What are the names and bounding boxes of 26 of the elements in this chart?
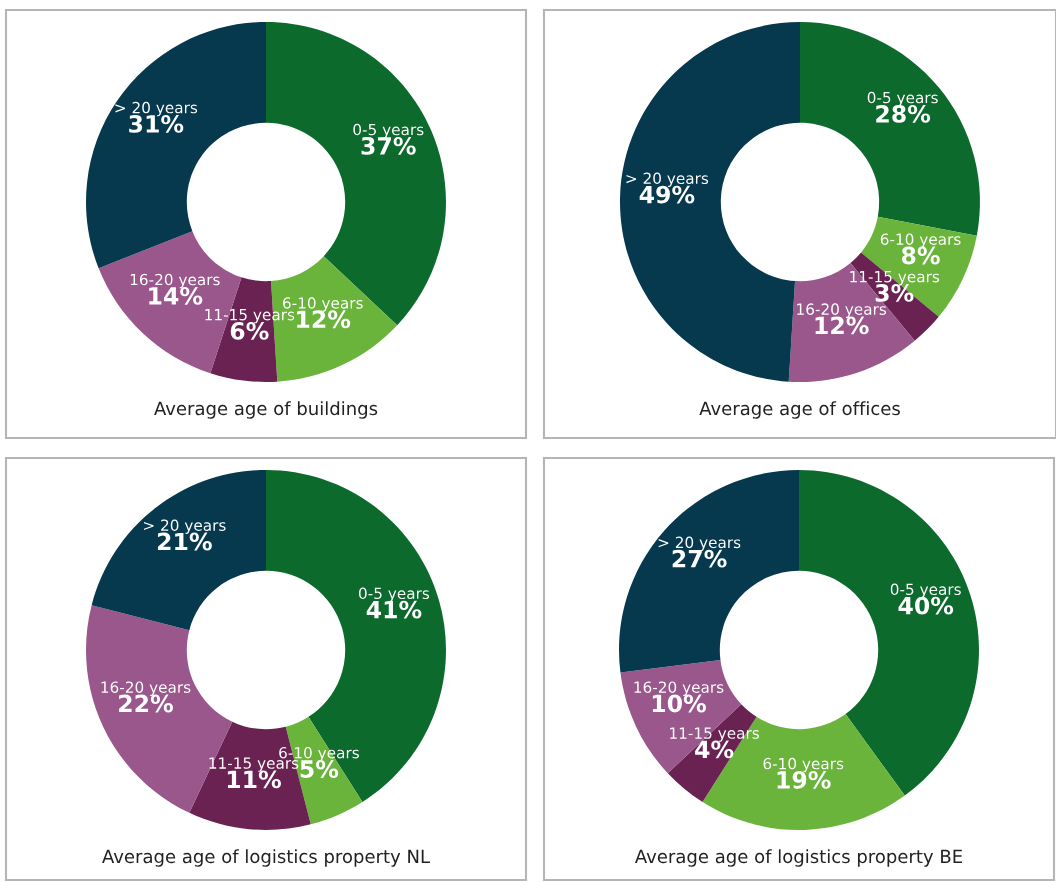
- data-label: 3%: [875, 284, 914, 302]
- text: Average age of offices: [699, 401, 900, 419]
- data-label: 22%: [119, 694, 173, 713]
- data-label: 21%: [157, 532, 212, 551]
- data-label: 31%: [129, 114, 184, 133]
- data-label: 5%: [300, 760, 339, 778]
- donut-slice: [619, 470, 799, 673]
- data-label: 6%: [230, 321, 269, 340]
- data-label: 49%: [639, 185, 695, 204]
- text: Average age of buildings: [154, 401, 378, 419]
- data-label: 40%: [898, 596, 954, 615]
- donut-slice: [91, 470, 266, 631]
- data-label: 4%: [695, 740, 734, 759]
- donut-slice: [86, 22, 266, 269]
- text: Average age of logistics property NL: [102, 849, 430, 867]
- data-label: 28%: [876, 104, 931, 123]
- data-label: 11%: [227, 770, 281, 789]
- data-label: 14%: [149, 286, 203, 305]
- data-label: 8%: [901, 246, 940, 265]
- data-label: 19%: [777, 770, 831, 789]
- text: Average age of logistics property BE: [634, 849, 962, 867]
- data-label: 10%: [652, 694, 706, 713]
- data-label: 41%: [366, 600, 422, 619]
- data-label: 37%: [361, 136, 416, 155]
- data-label: 12%: [815, 316, 869, 335]
- data-label: 12%: [297, 310, 351, 329]
